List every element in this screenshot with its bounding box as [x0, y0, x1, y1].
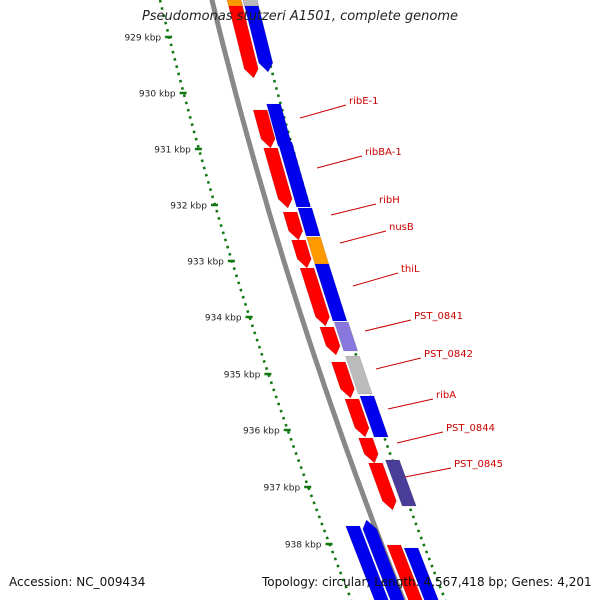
gene-arrow: [226, 0, 243, 7]
topology-summary: Topology: circular; Length: 4,567,418 bp…: [262, 575, 592, 589]
accession-text: Accession: NC_009434: [9, 575, 146, 589]
gene-arrow: [252, 109, 276, 149]
gene-arrow: [359, 395, 389, 438]
gene-label-thil: thiL: [401, 264, 420, 275]
leader-line: [316, 155, 363, 169]
gene-arrow: [297, 207, 321, 237]
gene-arrow: [291, 239, 312, 269]
gene-arrow: [344, 398, 370, 438]
tick-label: 937 kbp: [264, 484, 301, 494]
tick-marks: 929 kbp 930 kbp 931 kbp 932 kbp 933 kbp 934 k…: [124, 0, 447, 600]
leader-line: [364, 319, 412, 332]
gene-arrow: [263, 147, 293, 209]
gene-label-ribe-1: ribE-1: [349, 96, 379, 107]
gene-label-riba: ribA: [436, 390, 456, 401]
leader-line: [404, 467, 452, 478]
gene-arrow: [314, 263, 348, 322]
gene-arrow: [344, 355, 373, 395]
gene-arrow: [403, 547, 439, 600]
gene-label-pst_0842: PST_0842: [424, 349, 473, 360]
leader-line: [375, 357, 422, 370]
gene-arrow: [345, 525, 389, 600]
gene-label-nusb: nusB: [389, 222, 414, 233]
gene-labels: ribE-1 ribBA-1 ribH nusB thiL PST_0841 PST_084…: [299, 96, 503, 478]
gene-label-pst_0844: PST_0844: [446, 423, 495, 434]
gene-arrow: [299, 267, 330, 327]
tick-label: 938 kbp: [285, 541, 322, 551]
gene-arrow: [362, 519, 405, 600]
gene-label-pst_0845: PST_0845: [454, 459, 503, 470]
gene-arrow: [333, 321, 359, 352]
tick-label: 935 kbp: [224, 371, 261, 381]
gene-label-ribba-1: ribBA-1: [365, 147, 402, 158]
gene-arrow: [242, 0, 259, 7]
gene-arrow: [319, 326, 341, 356]
gene-arrow: [358, 437, 379, 464]
gene-arrow: [226, 0, 259, 79]
backbone-line: [209, 0, 406, 600]
tick-label: 936 kbp: [243, 427, 280, 437]
gene-arrow: [242, 0, 274, 73]
gene-arrow: [330, 361, 355, 399]
leader-line: [396, 431, 444, 444]
tick-label: 932 kbp: [170, 202, 207, 212]
tick-label: 929 kbp: [124, 34, 161, 44]
leader-line: [330, 203, 377, 216]
tick-label: 931 kbp: [154, 146, 191, 156]
outer-guide-line: [252, 0, 447, 600]
leader-line: [299, 104, 347, 119]
tick-label: 933 kbp: [187, 258, 224, 268]
gene-arrow: [277, 141, 311, 208]
tick-label: 934 kbp: [205, 314, 242, 324]
map-title: Pseudomonas stutzeri A1501, complete gen…: [141, 9, 459, 24]
gene-arrow: [368, 462, 397, 511]
tick-label: 930 kbp: [139, 90, 176, 100]
gene-label-pst_0841: PST_0841: [414, 311, 463, 322]
gene-features: [226, 0, 439, 600]
gene-arrow: [386, 544, 423, 600]
gene-arrow: [384, 459, 417, 507]
leader-line: [352, 272, 399, 287]
leader-line: [339, 230, 387, 244]
gene-label-ribh: ribH: [379, 195, 400, 206]
gene-arrow: [282, 211, 304, 241]
backbone: [209, 0, 406, 600]
leader-line: [387, 398, 434, 410]
